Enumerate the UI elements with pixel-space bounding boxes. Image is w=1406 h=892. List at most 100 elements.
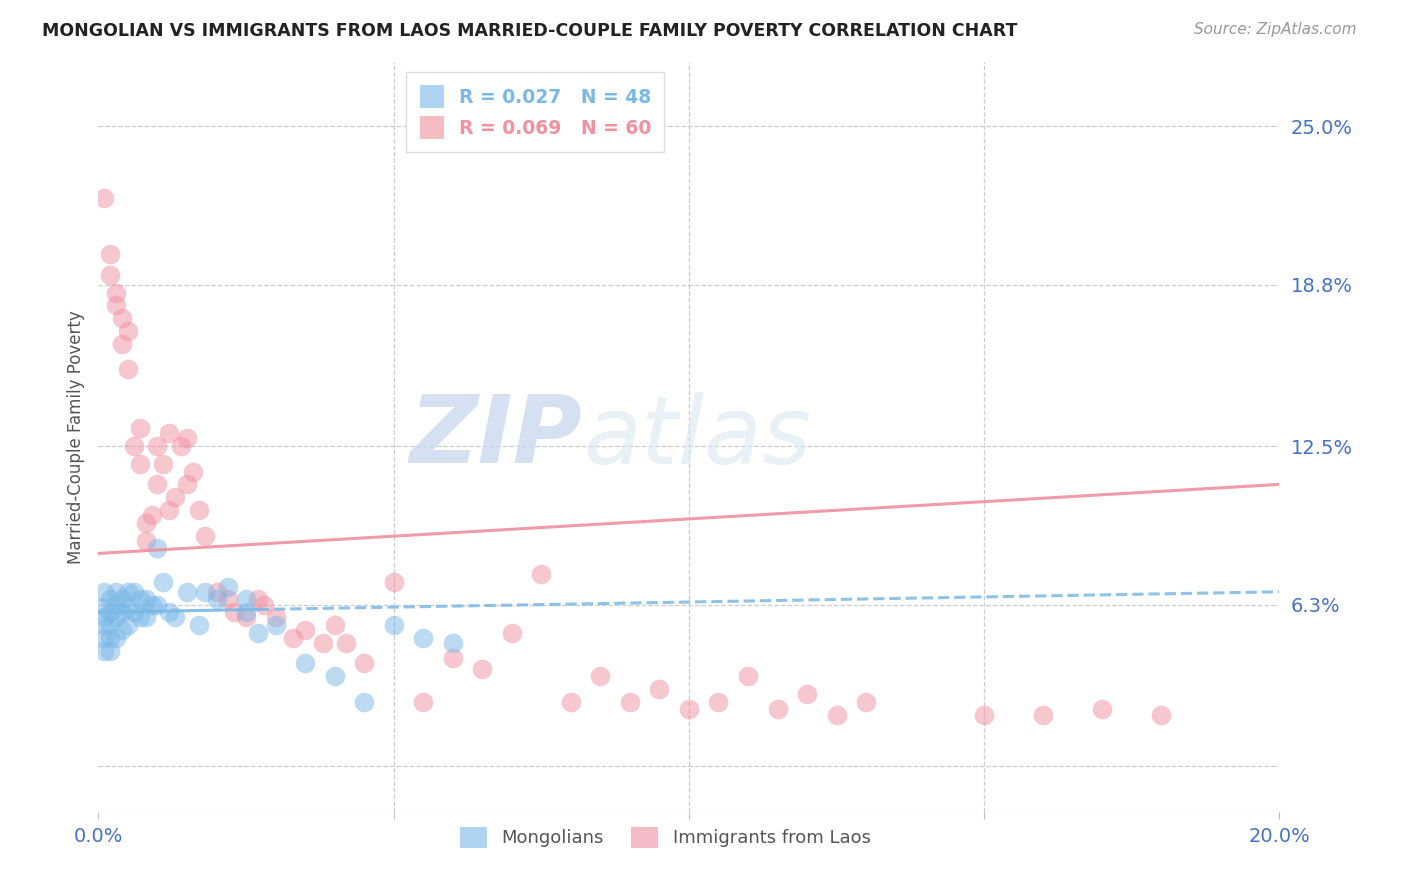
Point	[412, 631, 434, 645]
Point	[146, 541, 169, 556]
Point	[335, 636, 357, 650]
Point	[98, 268, 121, 282]
Point	[111, 605, 134, 619]
Point	[253, 598, 276, 612]
Point	[766, 702, 789, 716]
Point	[93, 610, 115, 624]
Point	[323, 669, 346, 683]
Point	[157, 503, 180, 517]
Point	[111, 623, 134, 637]
Point	[128, 457, 150, 471]
Point	[589, 669, 612, 683]
Point	[560, 695, 582, 709]
Point	[93, 584, 115, 599]
Point	[235, 605, 257, 619]
Point	[146, 477, 169, 491]
Point	[122, 584, 145, 599]
Point	[312, 636, 335, 650]
Point	[117, 362, 139, 376]
Point	[353, 657, 375, 671]
Point	[93, 643, 115, 657]
Point	[135, 592, 157, 607]
Point	[141, 598, 163, 612]
Point	[165, 610, 187, 624]
Point	[217, 592, 239, 607]
Point	[530, 566, 553, 581]
Point	[93, 631, 115, 645]
Point	[707, 695, 730, 709]
Point	[117, 618, 139, 632]
Point	[98, 631, 121, 645]
Point	[165, 490, 187, 504]
Point	[146, 439, 169, 453]
Point	[117, 584, 139, 599]
Point	[117, 600, 139, 615]
Point	[105, 598, 128, 612]
Point	[98, 592, 121, 607]
Point	[323, 618, 346, 632]
Point	[412, 695, 434, 709]
Text: Source: ZipAtlas.com: Source: ZipAtlas.com	[1194, 22, 1357, 37]
Point	[1091, 702, 1114, 716]
Point	[187, 503, 209, 517]
Point	[157, 605, 180, 619]
Point	[294, 623, 316, 637]
Point	[217, 580, 239, 594]
Y-axis label: Married-Couple Family Poverty: Married-Couple Family Poverty	[66, 310, 84, 564]
Point	[98, 618, 121, 632]
Point	[105, 285, 128, 300]
Point	[264, 610, 287, 624]
Point	[157, 426, 180, 441]
Point	[235, 592, 257, 607]
Point	[105, 584, 128, 599]
Point	[135, 610, 157, 624]
Point	[181, 465, 204, 479]
Point	[111, 336, 134, 351]
Point	[737, 669, 759, 683]
Point	[128, 421, 150, 435]
Point	[648, 681, 671, 696]
Point	[122, 605, 145, 619]
Point	[170, 439, 193, 453]
Point	[796, 687, 818, 701]
Point	[619, 695, 641, 709]
Point	[294, 657, 316, 671]
Point	[117, 324, 139, 338]
Point	[122, 439, 145, 453]
Point	[678, 702, 700, 716]
Point	[1032, 707, 1054, 722]
Point	[176, 584, 198, 599]
Point	[98, 247, 121, 261]
Point	[135, 533, 157, 548]
Point	[93, 618, 115, 632]
Point	[98, 605, 121, 619]
Point	[128, 610, 150, 624]
Point	[176, 477, 198, 491]
Point	[264, 618, 287, 632]
Point	[235, 610, 257, 624]
Point	[111, 311, 134, 326]
Point	[205, 584, 228, 599]
Point	[224, 605, 246, 619]
Point	[141, 508, 163, 522]
Point	[382, 574, 405, 589]
Point	[105, 298, 128, 312]
Point	[93, 600, 115, 615]
Point	[135, 516, 157, 530]
Point	[501, 625, 523, 640]
Point	[1150, 707, 1173, 722]
Text: atlas: atlas	[582, 392, 811, 483]
Point	[152, 574, 174, 589]
Point	[205, 592, 228, 607]
Point	[353, 695, 375, 709]
Point	[194, 584, 217, 599]
Point	[855, 695, 877, 709]
Point	[825, 707, 848, 722]
Text: MONGOLIAN VS IMMIGRANTS FROM LAOS MARRIED-COUPLE FAMILY POVERTY CORRELATION CHAR: MONGOLIAN VS IMMIGRANTS FROM LAOS MARRIE…	[42, 22, 1018, 40]
Text: ZIP: ZIP	[409, 391, 582, 483]
Point	[105, 610, 128, 624]
Point	[194, 528, 217, 542]
Point	[128, 592, 150, 607]
Point	[98, 643, 121, 657]
Point	[93, 191, 115, 205]
